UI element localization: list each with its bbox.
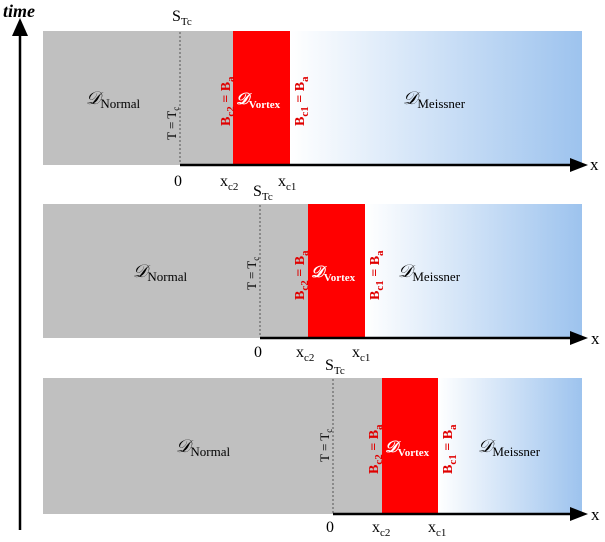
normal-region: [43, 31, 233, 165]
tick-xc2: xc2: [220, 173, 238, 193]
normal-label: 𝒟Normal: [86, 88, 140, 111]
tick-zero: 0: [174, 173, 182, 190]
x-axis-arrow-icon: [570, 507, 588, 521]
vortex-region: [308, 204, 365, 338]
normal-label: 𝒟Normal: [176, 436, 230, 459]
tick-zero: 0: [326, 519, 334, 536]
vortex-label: 𝒟Vortex: [311, 264, 356, 284]
vortex-region: [382, 378, 438, 514]
tick-xc1: xc1: [352, 344, 370, 364]
normal-label: 𝒟Normal: [133, 261, 187, 284]
x-axis-arrow-icon: [570, 331, 588, 345]
t-equals-tc-label: T = Tc: [244, 257, 261, 290]
panel-3: x STc T = Tc 𝒟Normal Bc2 = Ba 𝒟Vortex Bc…: [43, 357, 600, 539]
meissner-label: 𝒟Meissner: [403, 88, 466, 111]
bc1-label: Bc1 = Ba: [441, 424, 459, 474]
bc2-label: Bc2 = Ba: [293, 250, 311, 300]
x-axis-label: x: [590, 155, 599, 174]
panel-2: x STc T = Tc 𝒟Normal Bc2 = Ba 𝒟Vortex Bc…: [43, 183, 600, 364]
panel-1: x STc T = Tc 𝒟Normal Bc2 = Ba 𝒟Vortex Bc…: [43, 8, 599, 193]
normal-region: [43, 378, 382, 514]
meissner-region: [438, 378, 582, 514]
normal-region: [43, 204, 308, 338]
tick-xc2: xc2: [372, 519, 390, 539]
vortex-region: [233, 31, 290, 165]
t-equals-tc-label: T = Tc: [164, 107, 181, 140]
vortex-label: 𝒟Vortex: [236, 91, 281, 111]
tick-xc1: xc1: [278, 173, 296, 193]
x-axis-label: x: [591, 329, 600, 348]
t-equals-tc-label: T = Tc: [317, 429, 334, 462]
x-axis-arrow-icon: [570, 158, 588, 172]
tick-xc1: xc1: [428, 519, 446, 539]
time-arrow-icon: [12, 18, 28, 36]
tick-xc2: xc2: [296, 344, 314, 364]
time-axis: time: [3, 1, 35, 530]
s-label: STc: [325, 357, 345, 377]
tick-zero: 0: [254, 344, 262, 361]
time-label: time: [3, 1, 35, 21]
vortex-label: 𝒟Vortex: [385, 439, 430, 459]
meissner-label: 𝒟Meissner: [478, 436, 541, 459]
s-label: STc: [253, 183, 273, 203]
meissner-region: [290, 31, 582, 165]
bc1-label: Bc1 = Ba: [368, 250, 386, 300]
meissner-label: 𝒟Meissner: [398, 261, 461, 284]
meissner-region: [365, 204, 582, 338]
bc2-label: Bc2 = Ba: [219, 76, 237, 126]
bc2-label: Bc2 = Ba: [367, 424, 385, 474]
s-label: STc: [172, 8, 192, 28]
x-axis-label: x: [591, 505, 600, 524]
bc1-label: Bc1 = Ba: [293, 76, 311, 126]
